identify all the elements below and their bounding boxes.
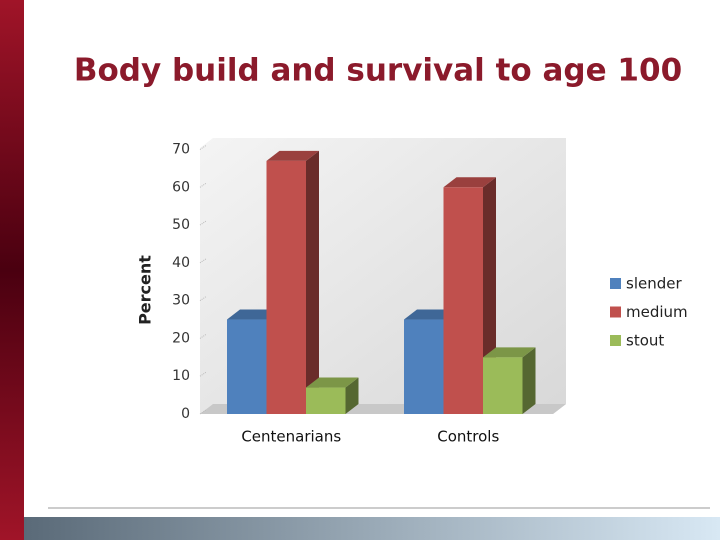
bar <box>443 187 483 414</box>
y-tick-label: 50 <box>172 217 190 233</box>
bar <box>266 160 306 414</box>
y-tick-label: 30 <box>172 293 190 309</box>
bar-top <box>306 377 359 388</box>
bar <box>306 387 346 414</box>
y-tick-label: 0 <box>181 406 190 422</box>
bar-side <box>522 347 536 414</box>
x-tick-label: Controls <box>437 428 499 446</box>
bar-side <box>345 377 359 414</box>
y-tick-label: 70 <box>172 142 190 158</box>
y-tick-label: 10 <box>172 368 190 384</box>
y-tick-label: 20 <box>172 330 190 346</box>
y-tick <box>199 220 207 226</box>
side-strip <box>0 0 24 540</box>
y-tick <box>199 334 207 339</box>
legend-label: medium <box>626 303 688 321</box>
bar-top <box>227 309 280 320</box>
legend-swatch <box>610 335 621 346</box>
bar-top <box>443 177 496 188</box>
y-axis-label: Percent <box>136 255 155 325</box>
legend-swatch <box>610 306 621 318</box>
y-tick-label: 60 <box>172 179 190 195</box>
bar-top <box>483 347 536 358</box>
bar <box>404 319 444 414</box>
bar <box>227 319 267 414</box>
y-tick-label: 40 <box>172 255 190 271</box>
y-tick <box>199 409 207 415</box>
chart-title: Body build and survival to age 100 <box>74 53 682 89</box>
y-tick <box>199 371 207 377</box>
bar <box>483 357 523 414</box>
x-tick-label: Centenarians <box>241 428 341 446</box>
y-tick <box>199 296 207 302</box>
legend-label: slender <box>626 275 682 293</box>
y-tick <box>199 258 207 264</box>
y-tick <box>199 145 207 150</box>
y-tick <box>199 182 207 188</box>
legend-label: stout <box>626 332 664 350</box>
bar-top <box>404 309 457 320</box>
bottom-strip <box>24 517 720 540</box>
bar-side <box>306 150 319 415</box>
legend-swatch <box>610 278 621 289</box>
bar-top <box>266 150 319 161</box>
